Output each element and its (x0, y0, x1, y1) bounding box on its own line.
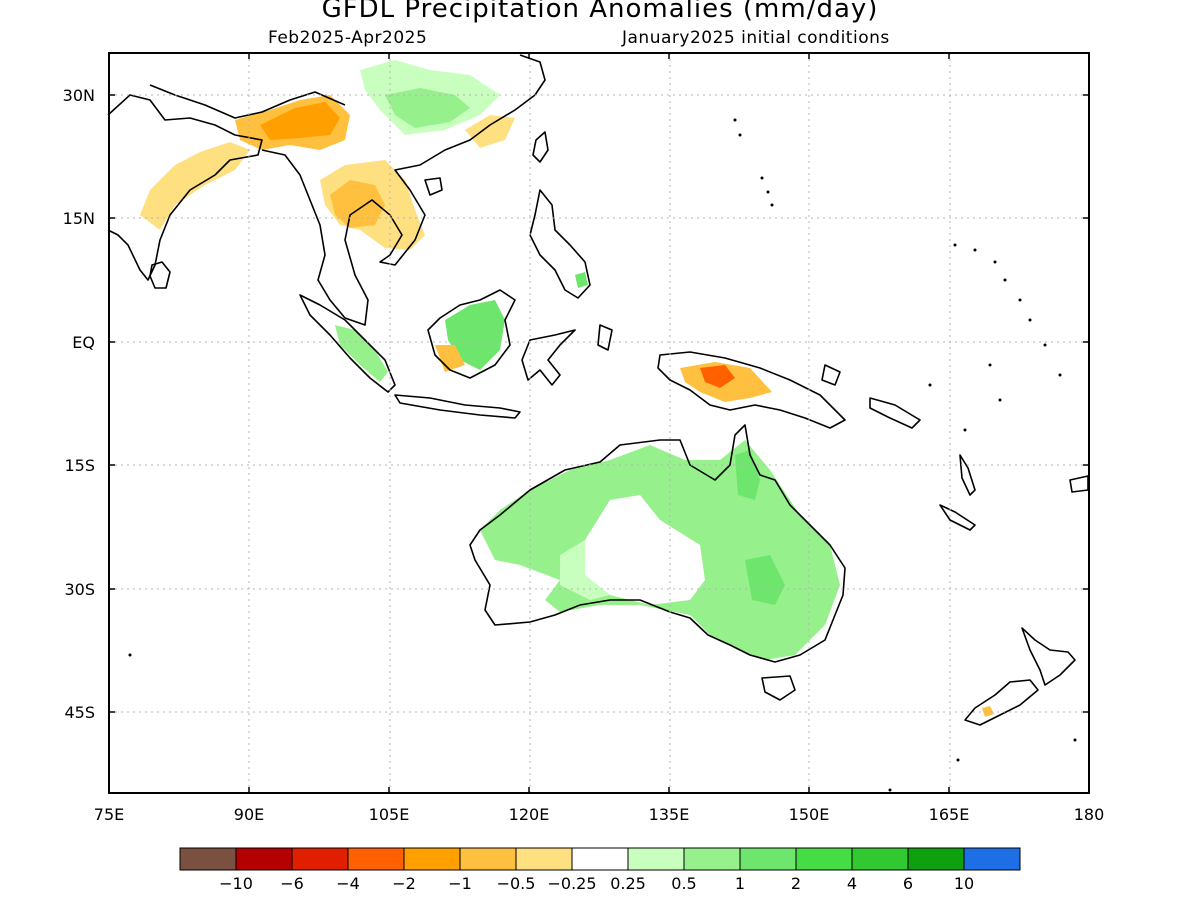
dry-patch-borneo-sw (435, 345, 465, 372)
coast-southeast-asia (261, 54, 546, 326)
colorbar-swatch (571, 847, 629, 871)
colorbar-label: −6 (280, 874, 304, 893)
colorbar-label: 1 (735, 874, 745, 893)
coast-vanuatu (959, 454, 976, 496)
coast-tasmania (761, 675, 796, 701)
colorbar-swatch (795, 847, 853, 871)
map-frame (108, 52, 1090, 794)
dry-core-indochina (330, 180, 385, 228)
dry-core-new-guinea (700, 365, 735, 388)
coast-australia (469, 424, 846, 663)
coast-new-caledonia (939, 504, 976, 531)
colorbar-swatch (963, 847, 1021, 871)
colorbar-swatch (739, 847, 797, 871)
x-tick-label: 105E (369, 805, 410, 824)
colorbar-label: 10 (954, 874, 974, 893)
coastlines (107, 54, 1089, 726)
coast-solomon-islands (869, 397, 921, 429)
x-tick-label: 75E (94, 805, 124, 824)
colorbar-label: 0.25 (610, 874, 646, 893)
coast-new-britain (821, 364, 841, 386)
neutral-patch-central-australia (585, 495, 705, 605)
dry-patch-new-zealand (982, 706, 994, 717)
dry-core-himalaya (260, 102, 340, 140)
coast-new-zealand-south (964, 679, 1039, 726)
y-tick-label: EQ (72, 333, 95, 352)
pacific-islands (128, 118, 1077, 792)
colorbar-label: −0.25 (547, 874, 596, 893)
x-tick-label: 90E (234, 805, 264, 824)
colorbar-label: −4 (336, 874, 360, 893)
colorbar-swatch (291, 847, 349, 871)
colorbar-label: 6 (903, 874, 913, 893)
initial-conditions-label: January2025 initial conditions (622, 28, 890, 48)
colorbar-swatch (683, 847, 741, 871)
dry-patch-east-china (465, 115, 515, 148)
coast-sulawesi (521, 329, 576, 386)
coast-sumatra (299, 294, 396, 393)
y-tick-label: 15N (63, 209, 95, 228)
wet-patch-philippines (575, 272, 588, 288)
x-tick-label: 180 (1074, 805, 1105, 824)
x-axis: 75E 90E 105E 120E 135E 150E 165E 180 (94, 53, 1105, 824)
anomaly-shading (140, 60, 994, 717)
colorbar-swatch (403, 847, 461, 871)
light-wet-band-australia (560, 540, 610, 600)
colorbar-label: 4 (847, 874, 857, 893)
colorbar-swatch (851, 847, 909, 871)
coast-borneo (427, 289, 516, 379)
colorbar-label: −2 (392, 874, 416, 893)
colorbar-swatch (347, 847, 405, 871)
coast-taiwan (532, 131, 549, 163)
x-tick-label: 120E (509, 805, 550, 824)
y-tick-label: 15S (64, 456, 95, 475)
colorbar-label: −10 (219, 874, 253, 893)
colorbar-swatch (459, 847, 517, 871)
colorbar-swatch (235, 847, 293, 871)
colorbar-swatch (907, 847, 965, 871)
x-tick-label: 135E (649, 805, 690, 824)
colorbar-swatch (515, 847, 573, 871)
y-axis: 30N 15N EQ 15S 30S 45S (63, 86, 1089, 722)
y-tick-label: 30N (63, 86, 95, 105)
wet-patch-sumatra (335, 325, 388, 382)
wet-core-east-australia (745, 555, 785, 605)
dry-patch-india (140, 142, 250, 230)
y-tick-label: 45S (64, 703, 95, 722)
coast-sri-lanka (149, 261, 171, 289)
x-tick-label: 150E (789, 805, 830, 824)
colorbar-label: −1 (448, 874, 472, 893)
x-tick-label: 165E (929, 805, 970, 824)
colorbar-label: 2 (791, 874, 801, 893)
coast-fiji (1069, 475, 1089, 493)
colorbar-swatch (179, 847, 237, 871)
wet-patch-borneo (445, 300, 505, 370)
coast-moluccas (597, 324, 613, 351)
colorbar-label: −0.5 (497, 874, 536, 893)
colorbar: −10 −6 −4 −2 −1 −0.5 −0.25 0.25 0.5 1 2 4 6 10 (179, 847, 1021, 893)
coast-india (107, 94, 263, 281)
coast-java (394, 394, 521, 419)
y-tick-label: 30S (64, 580, 95, 599)
coast-hainan (424, 177, 443, 196)
gridlines (109, 53, 1089, 793)
colorbar-label: 0.5 (671, 874, 696, 893)
coast-new-zealand-north (1021, 627, 1076, 686)
period-label: Feb2025-Apr2025 (268, 28, 428, 48)
colorbar-swatch (627, 847, 685, 871)
chart-title: GFDL Precipitation Anomalies (mm/day) (321, 0, 879, 24)
wet-core-south-china (385, 88, 470, 128)
coast-new-guinea (657, 351, 846, 429)
